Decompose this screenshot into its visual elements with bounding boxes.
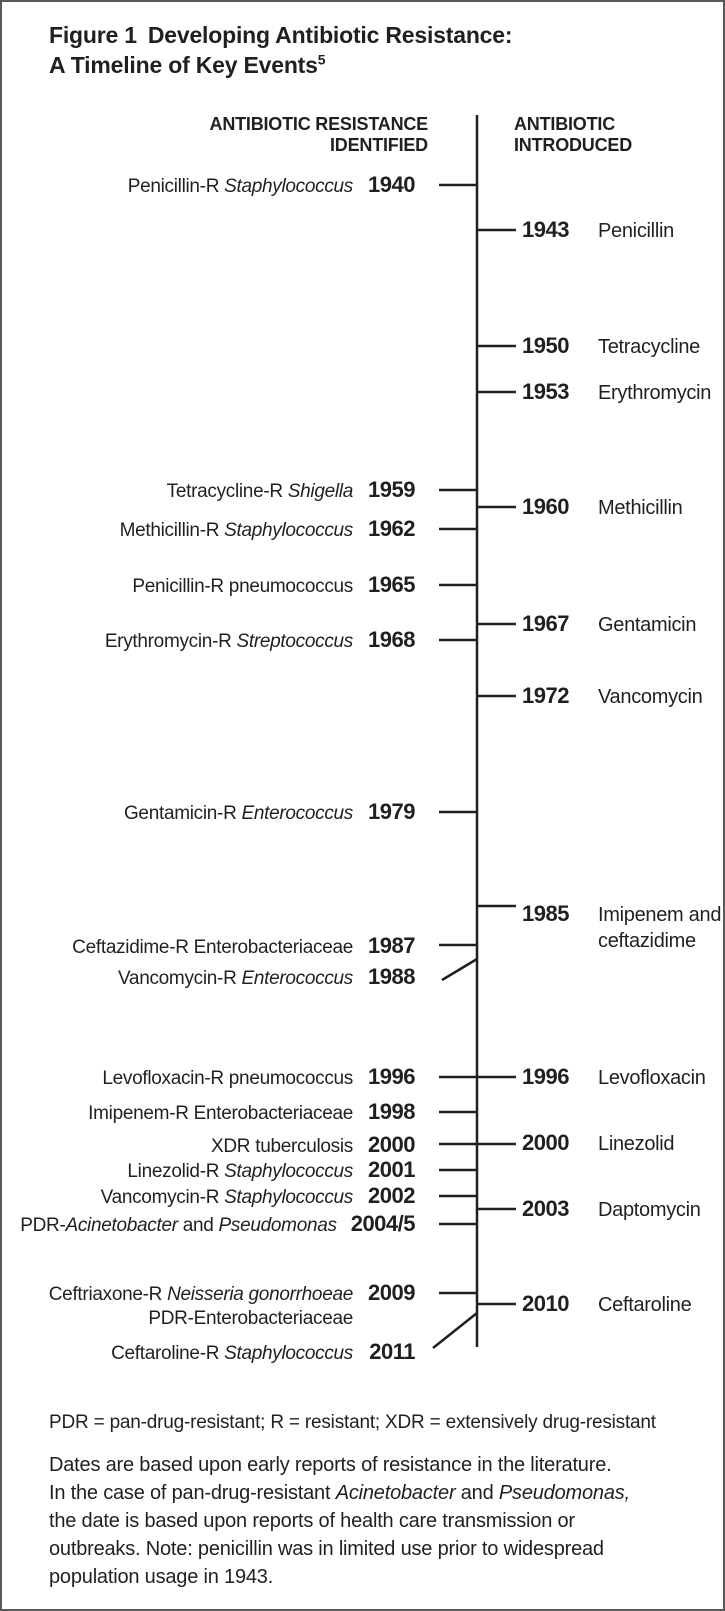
introduced-event-name: Vancomycin <box>598 686 703 708</box>
introduced-event-row: 1960 Methicillin <box>522 492 683 522</box>
resistance-event-row: Imipenem-R Enterobacteriaceae 1998 <box>10 1097 415 1127</box>
resistance-event-year: 1968 <box>368 627 415 652</box>
resistance-event-label: Linezolid-R Staphylococcus <box>127 1161 353 1182</box>
introduced-event-name: Ceftaroline <box>598 1294 692 1316</box>
resistance-event-label: Ceftazidime-R Enterobacteriaceae <box>72 937 353 958</box>
figure-title-footnote-ref: 5 <box>317 51 326 68</box>
resistance-event-year: 1998 <box>368 1099 415 1124</box>
resistance-event-year: 2004/5 <box>350 1211 416 1236</box>
resistance-event-label: Vancomycin-R Enterococcus <box>117 968 353 989</box>
resistance-event-label: Gentamicin-R Enterococcus <box>123 803 353 824</box>
resistance-event-row: Vancomycin-R Enterococcus 1988 <box>10 962 416 992</box>
introduced-event-name: Gentamicin <box>598 614 697 636</box>
resistance-event-year: 1940 <box>368 172 415 197</box>
introduced-event-name: Imipenem and ceftazidime <box>598 904 722 952</box>
resistance-event-year: 2009 <box>368 1280 415 1305</box>
resistance-event-row: Vancomycin-R Staphylococcus 2002 <box>10 1181 416 1211</box>
introduced-event-name: Linezolid <box>598 1133 675 1155</box>
left-column-header: ANTIBIOTIC RESISTANCE IDENTIFIED <box>209 114 429 155</box>
resistance-event-row: PDR-Acinetobacter and Pseudomonas 2004/5 <box>10 1209 415 1239</box>
resistance-event-label: Methicillin-R Staphylococcus <box>119 520 354 541</box>
resistance-event-label: Imipenem-R Enterobacteriaceae <box>88 1103 353 1124</box>
resistance-event-label: Tetracycline-R Shigella <box>166 481 354 502</box>
introduced-event-row: 1985 Imipenem and ceftazidime <box>522 899 723 954</box>
introduced-event-name: Daptomycin <box>598 1199 701 1221</box>
diagonal-tick-2011 <box>432 1312 478 1349</box>
resistance-event-row: Methicillin-R Staphylococcus 1962 <box>10 514 416 544</box>
introduced-event-row: 1996 Levofloxacin <box>522 1062 706 1092</box>
introduced-event-row: 2000 Linezolid <box>522 1128 675 1158</box>
figure-title-line2: A Timeline of Key Events5 <box>49 51 326 78</box>
resistance-event-year: 2002 <box>368 1183 415 1208</box>
resistance-event-year: 2000 <box>368 1132 415 1157</box>
introduced-event-year: 2000 <box>522 1130 569 1155</box>
resistance-event-row: Linezolid-R Staphylococcus 2001 <box>10 1155 415 1185</box>
resistance-event-label: Erythromycin-R Streptococcus <box>104 631 353 652</box>
resistance-event-label: Penicillin-R Staphylococcus <box>127 176 354 197</box>
introduced-event-name: Levofloxacin <box>598 1067 706 1089</box>
introduced-event-name: Tetracycline <box>598 336 700 358</box>
resistance-event-year: 1979 <box>368 799 415 824</box>
resistance-event-label: Levofloxacin-R pneumococcus <box>102 1068 353 1089</box>
introduced-event-row: 1953 Erythromycin <box>522 377 711 407</box>
resistance-event-row: Gentamicin-R Enterococcus 1979 <box>10 797 416 827</box>
resistance-event-year: 1962 <box>368 516 415 541</box>
resistance-event-year: 1988 <box>368 964 415 989</box>
resistance-event-row: Ceftaroline-R Staphylococcus 2011 <box>10 1337 415 1367</box>
figure-title-line1: Figure 1 Developing Antibiotic Resistance… <box>49 20 513 50</box>
introduced-event-name: Methicillin <box>598 497 683 519</box>
introduced-event-year: 1960 <box>522 494 569 519</box>
right-column-header: ANTIBIOTIC INTRODUCED <box>514 114 632 155</box>
introduced-event-year: 2003 <box>522 1196 569 1221</box>
resistance-event-year: 1959 <box>368 477 415 502</box>
resistance-event-row: Levofloxacin-R pneumococcus 1996 <box>10 1062 415 1092</box>
resistance-event-label: Penicillin-R pneumococcus <box>132 576 353 597</box>
resistance-event-year: 1965 <box>368 572 415 597</box>
introduced-event-row: 1972 Vancomycin <box>522 681 703 711</box>
introduced-event-year: 1950 <box>522 333 569 358</box>
introduced-event-year: 1967 <box>522 611 569 636</box>
footnote-text: Dates are based upon early reports of re… <box>49 1454 630 1588</box>
resistance-event-row: Ceftazidime-R Enterobacteriaceae 1987 <box>10 931 415 961</box>
introduced-event-year: 1972 <box>522 683 569 708</box>
introduced-event-row: 2003 Daptomycin <box>522 1194 701 1224</box>
resistance-event-row: Tetracycline-R Shigella 1959 <box>10 475 416 505</box>
resistance-event-row: Penicillin-R pneumococcus 1965 <box>10 570 415 600</box>
resistance-event-label: XDR tuberculosis <box>211 1136 353 1157</box>
resistance-event-year: 1996 <box>368 1064 415 1089</box>
resistance-event-label: PDR-Enterobacteriaceae <box>148 1308 353 1329</box>
introduced-event-year: 2010 <box>522 1291 569 1316</box>
resistance-event-year: 1987 <box>368 933 415 958</box>
introduced-event-year: 1985 <box>522 901 569 926</box>
abbreviations-legend: PDR = pan-drug-resistant; R = resistant;… <box>49 1412 656 1433</box>
resistance-event-year: 2001 <box>368 1157 415 1182</box>
introduced-event-row: 1967 Gentamicin <box>522 609 696 639</box>
introduced-event-year: 1943 <box>522 217 569 242</box>
introduced-event-year: 1996 <box>522 1064 569 1089</box>
diagonal-tick-1988 <box>441 957 478 982</box>
resistance-event-label: Ceftaroline-R Staphylococcus <box>111 1343 353 1364</box>
resistance-event-row: Erythromycin-R Streptococcus 1968 <box>10 625 416 655</box>
introduced-event-row: 1950 Tetracycline <box>522 331 700 361</box>
resistance-event-row: XDR tuberculosis 2000 <box>10 1130 415 1160</box>
introduced-event-row: 1943 Penicillin <box>522 215 674 245</box>
resistance-event-row: Ceftriaxone-R Neisseria gonorrhoeae 2009 <box>10 1278 416 1308</box>
resistance-event-row: Penicillin-R Staphylococcus 1940 <box>10 170 416 200</box>
resistance-event-year: 2011 <box>369 1339 415 1364</box>
resistance-event-label: Vancomycin-R Staphylococcus <box>100 1187 354 1208</box>
resistance-event-label: PDR-Acinetobacter and Pseudomonas <box>20 1215 337 1236</box>
introduced-event-name: Penicillin <box>598 220 674 242</box>
resistance-event-label: Ceftriaxone-R Neisseria gonorrhoeae <box>48 1284 354 1305</box>
introduced-event-row: 2010 Ceftaroline <box>522 1289 692 1319</box>
figure-number: Figure 1 <box>49 22 137 48</box>
figure-title-text: Developing Antibiotic Resistance: <box>147 22 513 48</box>
introduced-event-name: Erythromycin <box>598 382 712 404</box>
resistance-event-row: PDR-Enterobacteriaceae <box>10 1304 415 1334</box>
figure-title: Figure 1 Developing Antibiotic Resistance… <box>49 20 513 80</box>
introduced-event-year: 1953 <box>522 379 569 404</box>
